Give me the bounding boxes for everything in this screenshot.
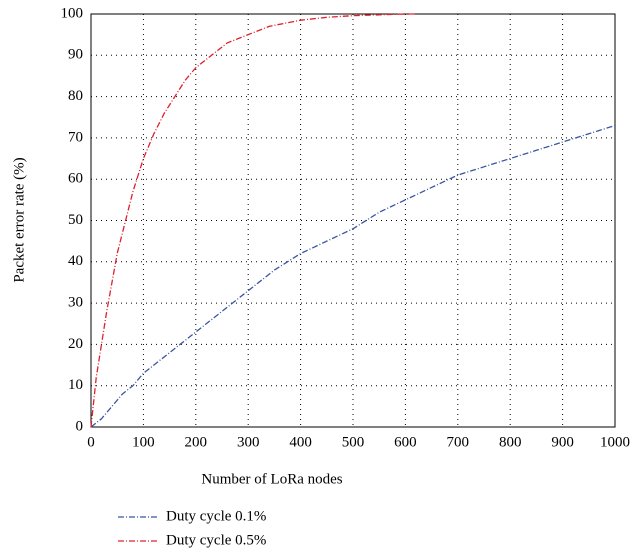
x-tick-label: 100 (132, 434, 155, 450)
data-line (90, 13, 416, 428)
y-tick-label: 90 (68, 47, 83, 63)
y-tick-label: 70 (68, 129, 83, 145)
legend-label: Duty cycle 0.1% (166, 508, 266, 524)
legend-label: Duty cycle 0.5% (166, 532, 266, 548)
x-tick-label: 800 (499, 434, 522, 450)
y-tick-label: 50 (68, 212, 83, 228)
y-tick-label: 100 (61, 5, 84, 21)
x-tick-label: 600 (394, 434, 417, 450)
y-tick-label: 10 (68, 377, 83, 393)
x-axis-label: Number of LoRa nodes (201, 471, 342, 487)
y-axis-label: Packet error rate (%) (11, 157, 27, 282)
x-tick-label: 400 (289, 434, 312, 450)
y-tick-label: 80 (68, 88, 83, 104)
y-tick-label: 20 (68, 336, 83, 352)
y-tick-label: 60 (68, 171, 83, 187)
x-tick-label: 1000 (600, 434, 630, 450)
x-tick-label: 700 (447, 434, 470, 450)
x-tick-label: 900 (551, 434, 574, 450)
y-tick-label: 0 (76, 418, 84, 434)
x-tick-label: 0 (87, 434, 95, 450)
data-line (90, 124, 616, 428)
plot-frame (90, 13, 616, 428)
x-tick-label: 300 (237, 434, 260, 450)
x-tick-label: 500 (342, 434, 365, 450)
y-tick-label: 40 (68, 253, 83, 269)
x-tick-label: 200 (185, 434, 208, 450)
y-tick-label: 30 (68, 295, 83, 311)
